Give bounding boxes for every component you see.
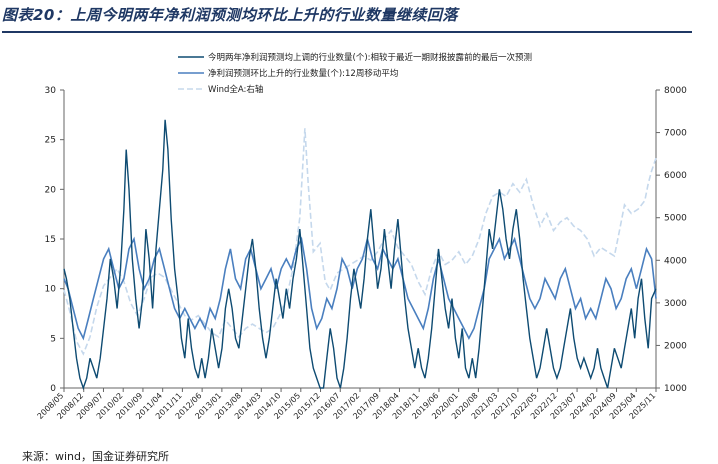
y-left-tick-label: 10 — [45, 285, 57, 295]
source-note: 来源：wind，国金证券研究所 — [22, 450, 170, 463]
legend-label: 今明两年净利润预测均上调的行业数量(个):相较于最近一期财报披露前的最后一次预测 — [208, 52, 532, 63]
y-right-tick-label: 8000 — [664, 86, 687, 96]
title-divider — [2, 31, 692, 33]
y-right-tick-label: 7000 — [664, 129, 687, 139]
y-left-tick-label: 15 — [45, 235, 56, 245]
y-left-tick-label: 25 — [45, 136, 56, 146]
series-line-12w-moving-average — [63, 236, 657, 341]
y-right-tick-label: 6000 — [664, 171, 687, 181]
y-left-tick-label: 0 — [50, 384, 56, 394]
page-title: 图表20：上周今明两年净利润预测均环比上升的行业数量继续回落 — [2, 6, 458, 24]
series-line-upgraded-industries — [63, 119, 657, 391]
y-right-tick-label: 2000 — [664, 341, 687, 351]
y-right-tick-label: 4000 — [664, 256, 687, 266]
series-line-wind-all-a — [63, 128, 657, 356]
y-left-tick-label: 5 — [50, 334, 56, 344]
chart-legend: 今明两年净利润预测均上调的行业数量(个):相较于最近一期财报披露前的最后一次预测… — [178, 52, 532, 95]
chart-axes: 0 5 10 15 20 25 30 1000 2000 3000 4000 5000 6000 7000… — [36, 86, 688, 421]
y-right-tick-label: 3000 — [664, 299, 687, 309]
chart-series-group — [63, 119, 657, 391]
y-right-tick-label: 5000 — [664, 214, 687, 224]
y-left-tick-label: 20 — [45, 185, 57, 195]
legend-label: 净利润预测环比上升的行业数量(个):12周移动平均 — [208, 68, 398, 79]
y-left-tick-label: 30 — [45, 86, 57, 96]
y-right-tick-label: 1000 — [664, 384, 687, 394]
legend-label: Wind全A:右轴 — [208, 84, 263, 95]
